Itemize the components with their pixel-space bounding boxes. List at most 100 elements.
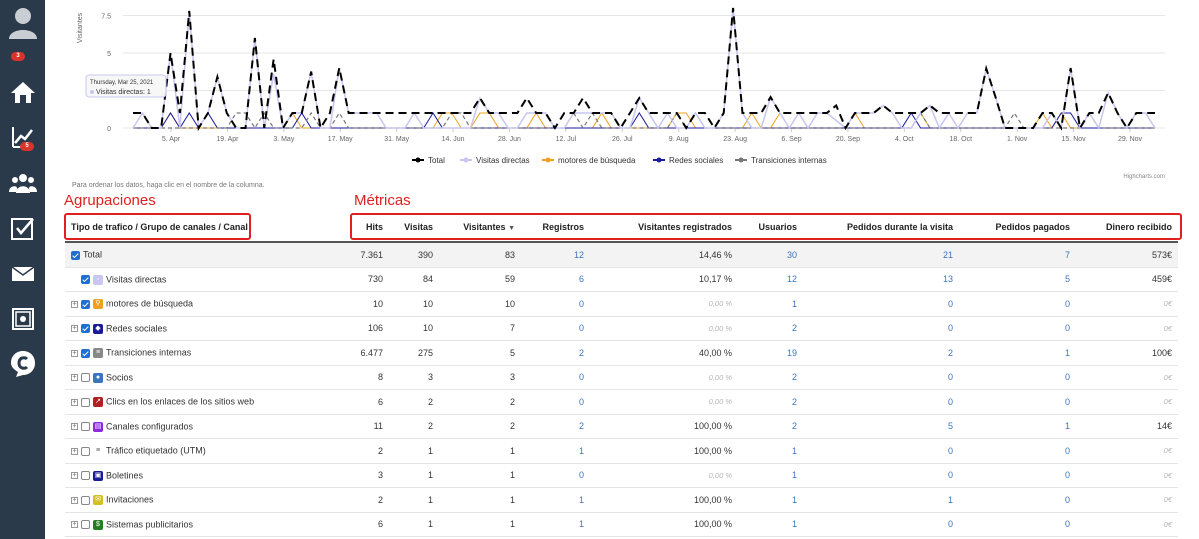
expand-icon[interactable]: +: [71, 300, 78, 308]
table-cell[interactable]: 0: [521, 389, 590, 415]
table-cell[interactable]: 0: [959, 365, 1076, 390]
table-cell[interactable]: 1: [521, 438, 590, 464]
table-cell[interactable]: 5: [803, 414, 959, 439]
table-cell[interactable]: 0: [959, 463, 1076, 488]
table-cell[interactable]: 1: [521, 487, 590, 513]
chart-credits[interactable]: Highcharts.com: [1123, 174, 1165, 180]
legend-item[interactable]: Visitas directas: [476, 156, 530, 165]
row-checkbox[interactable]: [81, 471, 90, 481]
table-cell[interactable]: 1: [959, 414, 1076, 439]
table-cell[interactable]: 1: [738, 291, 803, 317]
table-cell: 730: [342, 267, 389, 292]
col-header-hits[interactable]: Hits: [342, 213, 389, 243]
c-logo-icon[interactable]: [0, 342, 45, 386]
col-header-visits[interactable]: Visitas: [389, 213, 439, 243]
table-cell[interactable]: 0: [803, 438, 959, 464]
table-cell[interactable]: 0: [521, 365, 590, 390]
table-cell[interactable]: 2: [521, 414, 590, 439]
col-header-registered-visitors[interactable]: Visitantes registrados: [590, 213, 738, 243]
col-header-visitors[interactable]: Visitantes ▼: [439, 213, 521, 243]
row-checkbox[interactable]: [81, 397, 90, 407]
table-cell[interactable]: 2: [738, 316, 803, 341]
expand-icon[interactable]: +: [71, 521, 78, 529]
table-cell[interactable]: 0: [803, 365, 959, 390]
stats-chart-icon[interactable]: [0, 115, 45, 159]
expand-icon[interactable]: +: [71, 398, 78, 406]
table-cell[interactable]: 19: [738, 340, 803, 366]
col-header-registrations[interactable]: Registros: [521, 213, 590, 243]
table-cell: 0€: [1076, 438, 1178, 464]
row-checkbox[interactable]: [81, 446, 90, 456]
row-checkbox[interactable]: [81, 373, 90, 383]
legend-item[interactable]: Total: [428, 156, 445, 165]
table-cell[interactable]: 0: [521, 463, 590, 488]
table-cell: 106: [342, 316, 389, 341]
expand-icon[interactable]: +: [71, 325, 78, 333]
table-cell[interactable]: 0: [803, 463, 959, 488]
row-checkbox[interactable]: [81, 275, 90, 285]
user-avatar[interactable]: [0, 0, 45, 44]
table-cell[interactable]: 1: [521, 512, 590, 537]
table-cell[interactable]: 0: [959, 316, 1076, 341]
table-cell[interactable]: 2: [521, 340, 590, 366]
row-checkbox[interactable]: [71, 250, 80, 260]
table-cell[interactable]: 1: [738, 463, 803, 488]
col-header-paid-orders[interactable]: Pedidos pagados: [959, 213, 1076, 243]
col-header-users[interactable]: Usuarios: [738, 213, 803, 243]
table-cell[interactable]: 7: [959, 242, 1076, 268]
home-icon[interactable]: [0, 70, 45, 114]
expand-icon[interactable]: +: [71, 447, 78, 455]
row-checkbox[interactable]: [81, 495, 90, 505]
group-icon[interactable]: [0, 161, 45, 205]
table-cell[interactable]: 0: [521, 291, 590, 317]
table-cell[interactable]: 1: [738, 438, 803, 464]
legend-item[interactable]: Redes sociales: [669, 156, 723, 165]
col-header-money-received[interactable]: Dinero recibido: [1076, 213, 1178, 243]
legend-item[interactable]: Transiciones internas: [751, 156, 827, 165]
expand-icon[interactable]: +: [71, 423, 78, 431]
row-checkbox[interactable]: [81, 324, 90, 334]
checkbox-icon[interactable]: [0, 206, 45, 250]
table-cell[interactable]: 12: [521, 242, 590, 268]
table-cell[interactable]: 0: [959, 487, 1076, 513]
safe-icon[interactable]: [0, 297, 45, 341]
table-cell[interactable]: 0: [521, 316, 590, 341]
mail-icon[interactable]: [0, 252, 45, 296]
table-cell[interactable]: 0: [803, 316, 959, 341]
table-cell[interactable]: 0: [959, 389, 1076, 415]
table-cell[interactable]: 30: [738, 242, 803, 268]
table-cell[interactable]: 1: [738, 487, 803, 513]
table-cell[interactable]: 1: [803, 487, 959, 513]
expand-icon[interactable]: +: [71, 349, 78, 357]
col-header-traffic-type[interactable]: Tipo de trafico / Grupo de canales / Can…: [65, 213, 342, 243]
table-cell[interactable]: 1: [738, 512, 803, 537]
table-cell[interactable]: 6: [521, 267, 590, 292]
table-cell[interactable]: 0: [959, 438, 1076, 464]
table-row: + ≡ Tráfico etiquetado (UTM) 2 1 1 1 100,00 % 1 0…: [65, 438, 1178, 464]
table-cell[interactable]: 0: [803, 512, 959, 537]
table-cell[interactable]: 0: [803, 389, 959, 415]
table-cell[interactable]: 2: [738, 365, 803, 390]
table-cell[interactable]: 0: [959, 512, 1076, 537]
expand-icon[interactable]: +: [71, 496, 78, 504]
table-cell[interactable]: 2: [738, 414, 803, 439]
table-cell[interactable]: 0: [803, 291, 959, 317]
table-cell[interactable]: 0: [959, 291, 1076, 317]
col-header-orders-during-visit[interactable]: Pedidos durante la visita: [803, 213, 959, 243]
table-cell[interactable]: 2: [803, 340, 959, 366]
table-cell[interactable]: 1: [959, 340, 1076, 366]
row-checkbox[interactable]: [81, 348, 90, 358]
x-tick-label: 20. Sep: [836, 136, 860, 143]
expand-icon[interactable]: +: [71, 374, 78, 382]
expand-icon[interactable]: +: [71, 472, 78, 480]
y-tick-label: 7.5: [101, 14, 111, 21]
table-cell[interactable]: 2: [738, 389, 803, 415]
row-checkbox[interactable]: [81, 299, 90, 309]
table-cell[interactable]: 12: [738, 267, 803, 292]
legend-item[interactable]: motores de búsqueda: [558, 156, 636, 165]
table-cell[interactable]: 5: [959, 267, 1076, 292]
table-cell[interactable]: 13: [803, 267, 959, 292]
row-checkbox[interactable]: [81, 520, 90, 530]
row-checkbox[interactable]: [81, 422, 90, 432]
table-cell[interactable]: 21: [803, 242, 959, 268]
